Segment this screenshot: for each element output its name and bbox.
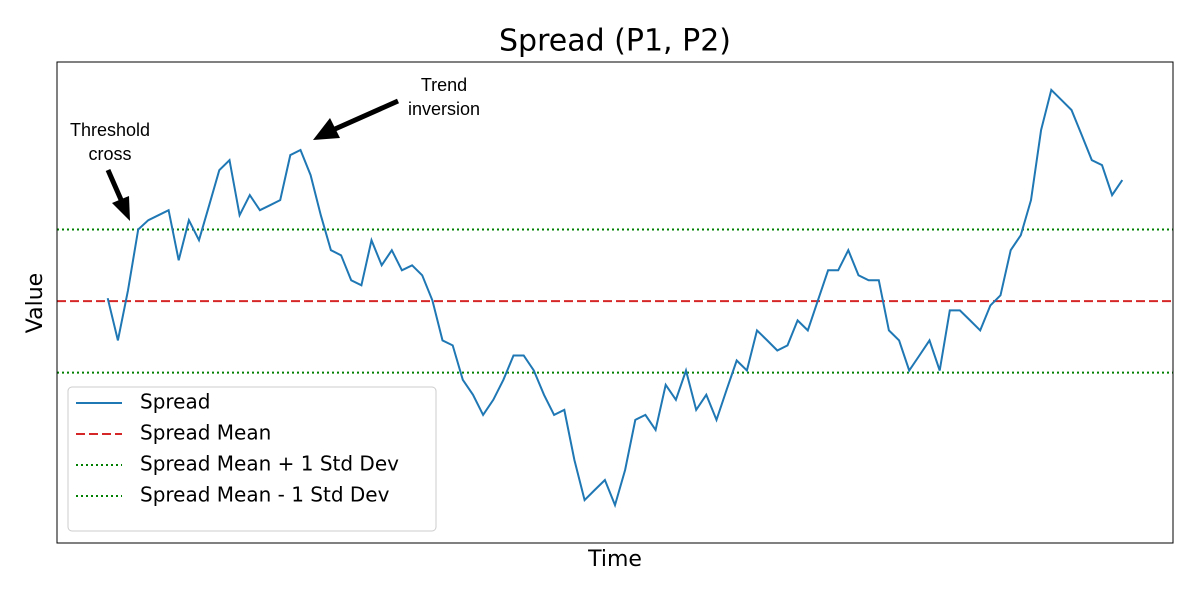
legend-label: Spread Mean + 1 Std Dev [140, 452, 399, 476]
annotation-text: cross [88, 144, 131, 164]
x-axis-label: Time [587, 547, 642, 572]
legend: Spread Spread Mean Spread Mean + 1 Std Dev… [67, 386, 437, 532]
series-line [106, 87, 1124, 509]
legend-label: Spread Mean [140, 421, 271, 445]
y-axis-label: Value [23, 273, 48, 333]
legend-label: Spread [140, 390, 210, 414]
annotation-arrows [105, 98, 400, 221]
arrow-head [313, 118, 340, 140]
arrow [333, 98, 400, 132]
chart-title: Spread (P1, P2) [499, 24, 731, 59]
arrow-head [112, 196, 130, 221]
annotation-text: Threshold [70, 120, 150, 140]
annotation-text: inversion [408, 99, 480, 119]
annotation-text: Trend [421, 75, 467, 95]
legend-label: Spread Mean - 1 Std Dev [140, 483, 390, 507]
plot-frame [56, 61, 1174, 544]
legend-box [67, 386, 437, 532]
arrow [105, 168, 125, 204]
